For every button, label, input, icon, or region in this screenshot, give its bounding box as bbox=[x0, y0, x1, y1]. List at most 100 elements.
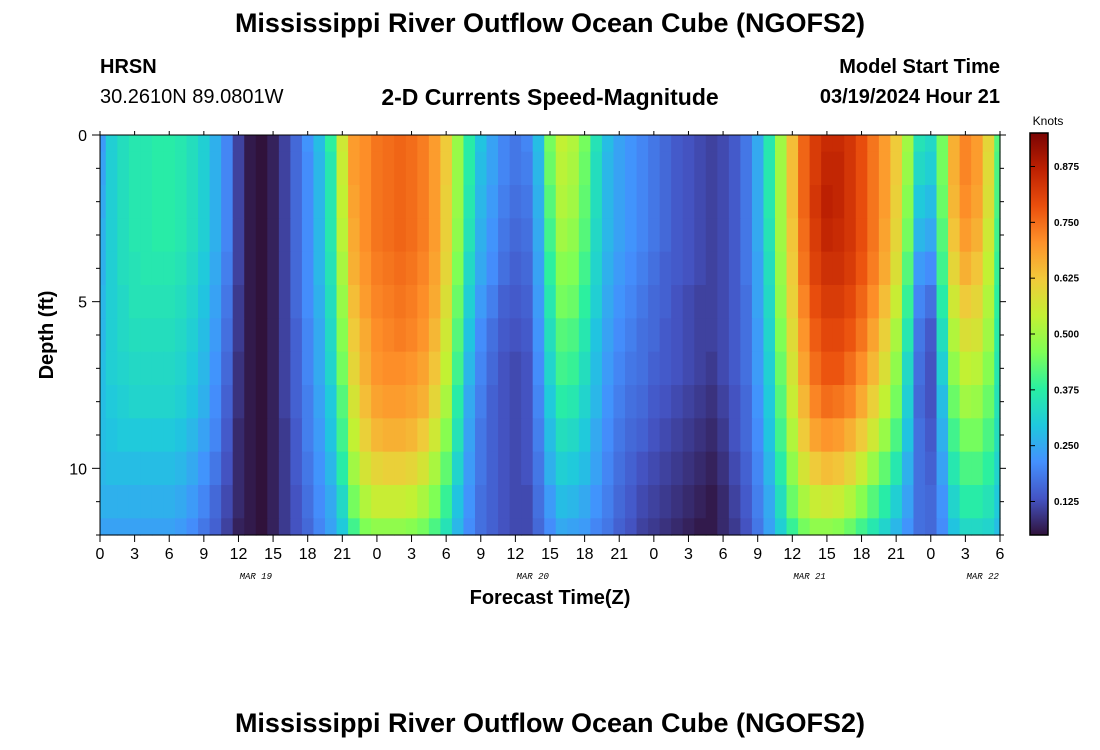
heatmap-cell bbox=[428, 185, 441, 219]
heatmap-cell bbox=[648, 351, 661, 386]
heatmap-cell bbox=[832, 135, 845, 153]
heatmap-cell bbox=[786, 385, 799, 419]
heatmap-cell bbox=[163, 385, 176, 419]
heatmap-cell bbox=[221, 318, 234, 353]
heatmap-cell bbox=[705, 151, 718, 186]
heatmap-cell bbox=[175, 351, 188, 386]
heatmap-cell bbox=[751, 418, 765, 453]
heatmap-cell bbox=[325, 485, 338, 519]
heatmap-cell bbox=[809, 451, 822, 486]
x-date-label: MAR 20 bbox=[516, 572, 549, 582]
heatmap-cell bbox=[971, 151, 984, 186]
heatmap-cell bbox=[371, 385, 384, 419]
x-tick-label: 0 bbox=[372, 546, 381, 563]
heatmap-cell bbox=[463, 285, 476, 319]
heatmap-cell bbox=[844, 251, 857, 286]
heatmap-cell bbox=[463, 518, 476, 536]
heatmap-cell bbox=[440, 351, 453, 386]
heatmap-cell bbox=[867, 251, 880, 286]
heatmap-cell bbox=[544, 451, 557, 486]
heatmap-cell bbox=[405, 485, 418, 519]
heatmap-cell bbox=[613, 185, 626, 219]
heatmap-cell bbox=[971, 485, 984, 519]
heatmap-cell bbox=[590, 485, 603, 519]
heatmap-cell bbox=[336, 251, 349, 286]
heatmap-cell bbox=[521, 485, 534, 519]
heatmap-cell bbox=[613, 351, 626, 386]
heatmap-cell bbox=[198, 351, 211, 386]
heatmap-cell bbox=[728, 318, 741, 353]
heatmap-cell bbox=[486, 318, 499, 353]
heatmap-cell bbox=[498, 135, 511, 153]
heatmap-cell bbox=[100, 385, 107, 419]
heatmap-cell bbox=[878, 285, 891, 319]
heatmap-cell bbox=[313, 518, 326, 536]
heatmap-cell bbox=[371, 185, 384, 219]
heatmap-cell bbox=[821, 485, 834, 519]
heatmap-cell bbox=[313, 135, 326, 153]
heatmap-cell bbox=[601, 135, 615, 153]
heatmap-cell bbox=[301, 351, 315, 386]
heatmap-cell bbox=[140, 185, 153, 219]
heatmap-cell bbox=[163, 151, 176, 186]
heatmap-cell bbox=[290, 485, 303, 519]
heatmap-cell bbox=[867, 135, 880, 153]
heatmap-cell bbox=[832, 385, 845, 419]
heatmap-cell bbox=[648, 518, 661, 536]
heatmap-cell bbox=[198, 518, 211, 536]
heatmap-cell bbox=[301, 135, 315, 153]
heatmap-cell bbox=[659, 285, 672, 319]
heatmap-cell bbox=[198, 418, 211, 453]
heatmap-cell bbox=[100, 351, 107, 386]
heatmap-cell bbox=[382, 418, 395, 453]
heatmap-cell bbox=[844, 485, 857, 519]
heatmap-cell bbox=[359, 485, 372, 519]
heatmap-cell bbox=[221, 151, 234, 186]
heatmap-cell bbox=[255, 351, 268, 386]
heatmap-cell bbox=[428, 318, 441, 353]
heatmap-cell bbox=[198, 135, 211, 153]
heatmap-cell bbox=[913, 285, 926, 319]
heatmap-cell bbox=[348, 351, 361, 386]
colorbar-tick-label: 0.375 bbox=[1054, 385, 1079, 396]
heatmap-cell bbox=[140, 285, 153, 319]
heatmap-cell bbox=[844, 318, 857, 353]
heatmap-cell bbox=[509, 418, 522, 453]
heatmap-cell bbox=[705, 451, 718, 486]
heatmap-cell bbox=[163, 135, 176, 153]
heatmap-cell bbox=[221, 351, 234, 386]
heatmap-cell bbox=[267, 135, 280, 153]
heatmap-cell bbox=[775, 185, 788, 219]
heatmap-cell bbox=[186, 518, 199, 536]
heatmap-cell bbox=[705, 251, 718, 286]
heatmap-cell bbox=[175, 151, 188, 186]
heatmap-cell bbox=[601, 418, 615, 453]
heatmap-cell bbox=[809, 218, 822, 253]
heatmap-cell bbox=[244, 485, 257, 519]
heatmap-cell bbox=[417, 251, 430, 286]
heatmap-cell bbox=[786, 285, 799, 319]
heatmap-cell bbox=[475, 151, 488, 186]
heatmap-cell bbox=[486, 385, 499, 419]
heatmap-cell bbox=[717, 485, 730, 519]
heatmap-cell bbox=[982, 285, 995, 319]
heatmap-cell bbox=[844, 385, 857, 419]
heatmap-cell bbox=[498, 285, 511, 319]
heatmap-cell bbox=[463, 385, 476, 419]
heatmap-cell bbox=[936, 385, 949, 419]
heatmap-cell bbox=[163, 285, 176, 319]
heatmap-cell bbox=[890, 351, 903, 386]
heatmap-cell bbox=[394, 385, 407, 419]
heatmap-cell bbox=[775, 385, 788, 419]
heatmap-cell bbox=[532, 485, 545, 519]
heatmap-cell bbox=[971, 518, 984, 536]
heatmap-cell bbox=[267, 151, 280, 186]
heatmap-cell bbox=[821, 418, 834, 453]
heatmap-cell bbox=[325, 518, 338, 536]
heatmap-cell bbox=[878, 385, 891, 419]
heatmap-cell bbox=[751, 318, 765, 353]
heatmap-cell bbox=[775, 151, 788, 186]
heatmap-cell bbox=[428, 285, 441, 319]
heatmap-cell bbox=[221, 218, 234, 253]
heatmap-cell bbox=[244, 318, 257, 353]
